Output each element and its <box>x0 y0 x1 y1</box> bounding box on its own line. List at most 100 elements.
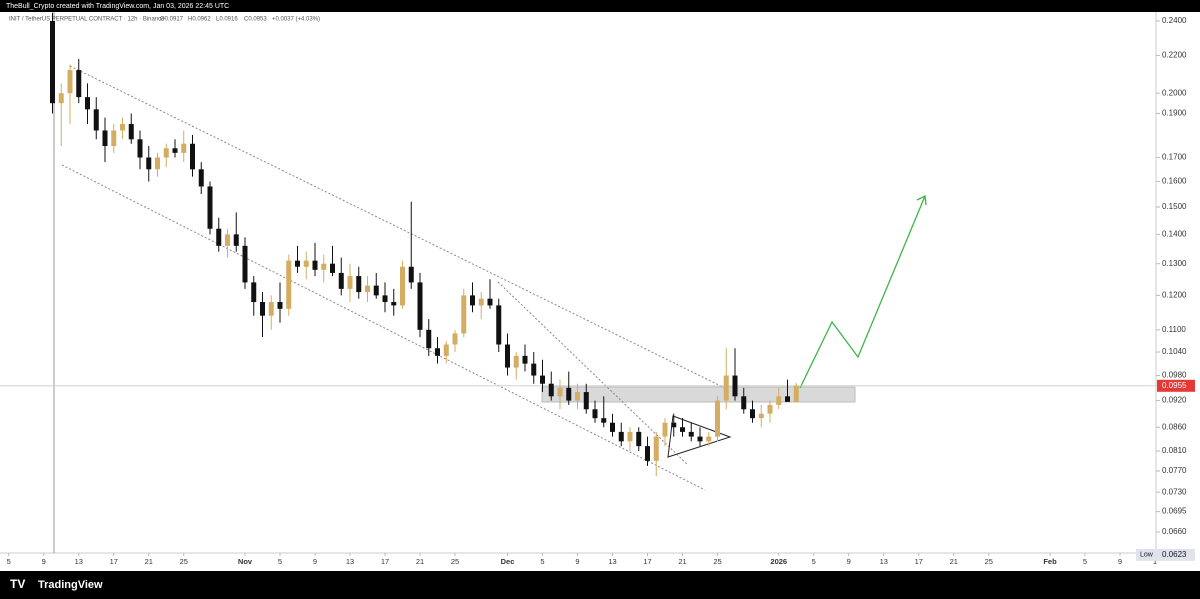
x-tick-label: 9 <box>1118 557 1122 566</box>
candle-body <box>478 298 484 306</box>
low-value-label: 0.0623 <box>1162 550 1187 559</box>
candle-body <box>688 431 694 437</box>
candle-body <box>662 422 668 437</box>
candle-body <box>146 157 152 170</box>
x-tick-label: 17 <box>915 557 923 566</box>
low-tag-box <box>1136 548 1157 561</box>
candle-body <box>540 375 545 384</box>
candle-body <box>776 396 782 405</box>
x-tick-label: 5 <box>1083 557 1087 566</box>
candle-body <box>487 298 493 306</box>
y-tick-label: 0.2400 <box>1162 16 1187 25</box>
candle-body <box>505 344 510 368</box>
candle-body <box>260 302 265 316</box>
candle-body <box>697 436 703 442</box>
candle-body <box>268 302 274 316</box>
candle-body <box>408 266 414 283</box>
legend-item: H0.0962 <box>188 17 211 23</box>
x-tick-label: 21 <box>678 557 686 566</box>
candle-body <box>601 418 607 423</box>
y-tick-label: 0.1040 <box>1162 347 1187 356</box>
candle-body <box>50 20 55 104</box>
candle-body <box>470 295 475 306</box>
candle-body <box>636 431 642 447</box>
candle-body <box>575 392 580 401</box>
candle-body <box>758 413 764 419</box>
x-tick-label: 25 <box>985 557 993 566</box>
candle-body <box>548 383 554 397</box>
candle-body <box>251 282 257 303</box>
candle-body <box>277 302 283 309</box>
x-tick-label: 5 <box>812 557 816 566</box>
candle-body <box>566 387 572 401</box>
y-tick-label: 0.1500 <box>1162 202 1187 211</box>
legend-item: C0.0953 <box>244 17 267 23</box>
x-tick-label: 25 <box>180 557 188 566</box>
candle-body <box>680 427 685 432</box>
ohlc-legend: O0.0917 H0.0962 L0.0916 C0.0953 +0.0037 (+4.… <box>160 17 320 23</box>
zone <box>541 386 856 403</box>
x-tick-label: 13 <box>346 557 354 566</box>
candle-body <box>233 234 239 246</box>
y-tick-label: 0.1300 <box>1162 259 1187 268</box>
y-tick-label: 0.0920 <box>1162 396 1187 405</box>
x-tick-label: 17 <box>110 557 118 566</box>
candle-body <box>610 422 615 432</box>
candle-body <box>303 260 309 267</box>
x-tick-label: Feb <box>1043 557 1057 566</box>
candle-body <box>330 263 335 273</box>
y-tick-label: 0.1100 <box>1162 325 1186 334</box>
candle-body <box>190 143 195 170</box>
y-tick-label: 0.0810 <box>1162 446 1187 455</box>
x-tick-label: 9 <box>847 557 851 566</box>
candle-body <box>347 276 353 289</box>
candle-body <box>750 409 755 419</box>
candle-body <box>706 436 712 442</box>
x-tick-label: 9 <box>575 557 579 566</box>
candle-body <box>627 431 633 442</box>
candle-body <box>671 422 677 428</box>
y-tick-label: 0.2000 <box>1162 88 1187 97</box>
x-tick-label: 9 <box>313 557 317 566</box>
candle-body <box>723 375 729 401</box>
candle-body <box>102 130 108 147</box>
plot-background <box>0 12 1200 571</box>
candle-body <box>741 396 747 410</box>
candle-body <box>207 186 213 229</box>
y-tick-label: 0.0980 <box>1162 371 1187 380</box>
y-tick-label: 0.0730 <box>1162 487 1187 496</box>
candle-body <box>373 285 379 296</box>
candle-body <box>58 93 64 104</box>
candle-body <box>225 234 230 246</box>
channel-bottom <box>61 164 706 491</box>
candle-body <box>76 70 82 98</box>
candle-body <box>592 409 598 419</box>
candle-body <box>181 143 187 153</box>
last-price-box <box>1157 379 1195 392</box>
candle-body <box>785 396 790 402</box>
candle-body <box>496 305 502 345</box>
x-tick-label: 21 <box>145 557 153 566</box>
candle-body <box>645 446 650 461</box>
x-tick-label: Nov <box>238 557 253 566</box>
candle-body <box>67 70 73 94</box>
candle-body <box>443 344 449 356</box>
candle-body <box>653 436 659 461</box>
y-tick-label: 0.0695 <box>1162 507 1187 516</box>
candle-body <box>513 355 519 368</box>
x-tick-label: 1 <box>1153 557 1157 566</box>
y-tick-label: 0.1400 <box>1162 229 1187 238</box>
candle-body <box>400 266 405 306</box>
x-tick-label: 21 <box>950 557 958 566</box>
x-tick-label: 9 <box>42 557 46 566</box>
legend-item: L0.0916 <box>216 17 238 23</box>
credit: TheBull_Crypto created with TradingView.… <box>6 3 229 10</box>
candle-body <box>338 272 344 289</box>
logo: TradingView <box>38 579 103 591</box>
candle-body <box>732 375 738 397</box>
x-tick-label: 5 <box>278 557 282 566</box>
y-tick-label: 0.1700 <box>1162 153 1187 162</box>
x-tick-label: 13 <box>608 557 616 566</box>
projection <box>799 195 926 389</box>
candle-body <box>767 404 773 414</box>
